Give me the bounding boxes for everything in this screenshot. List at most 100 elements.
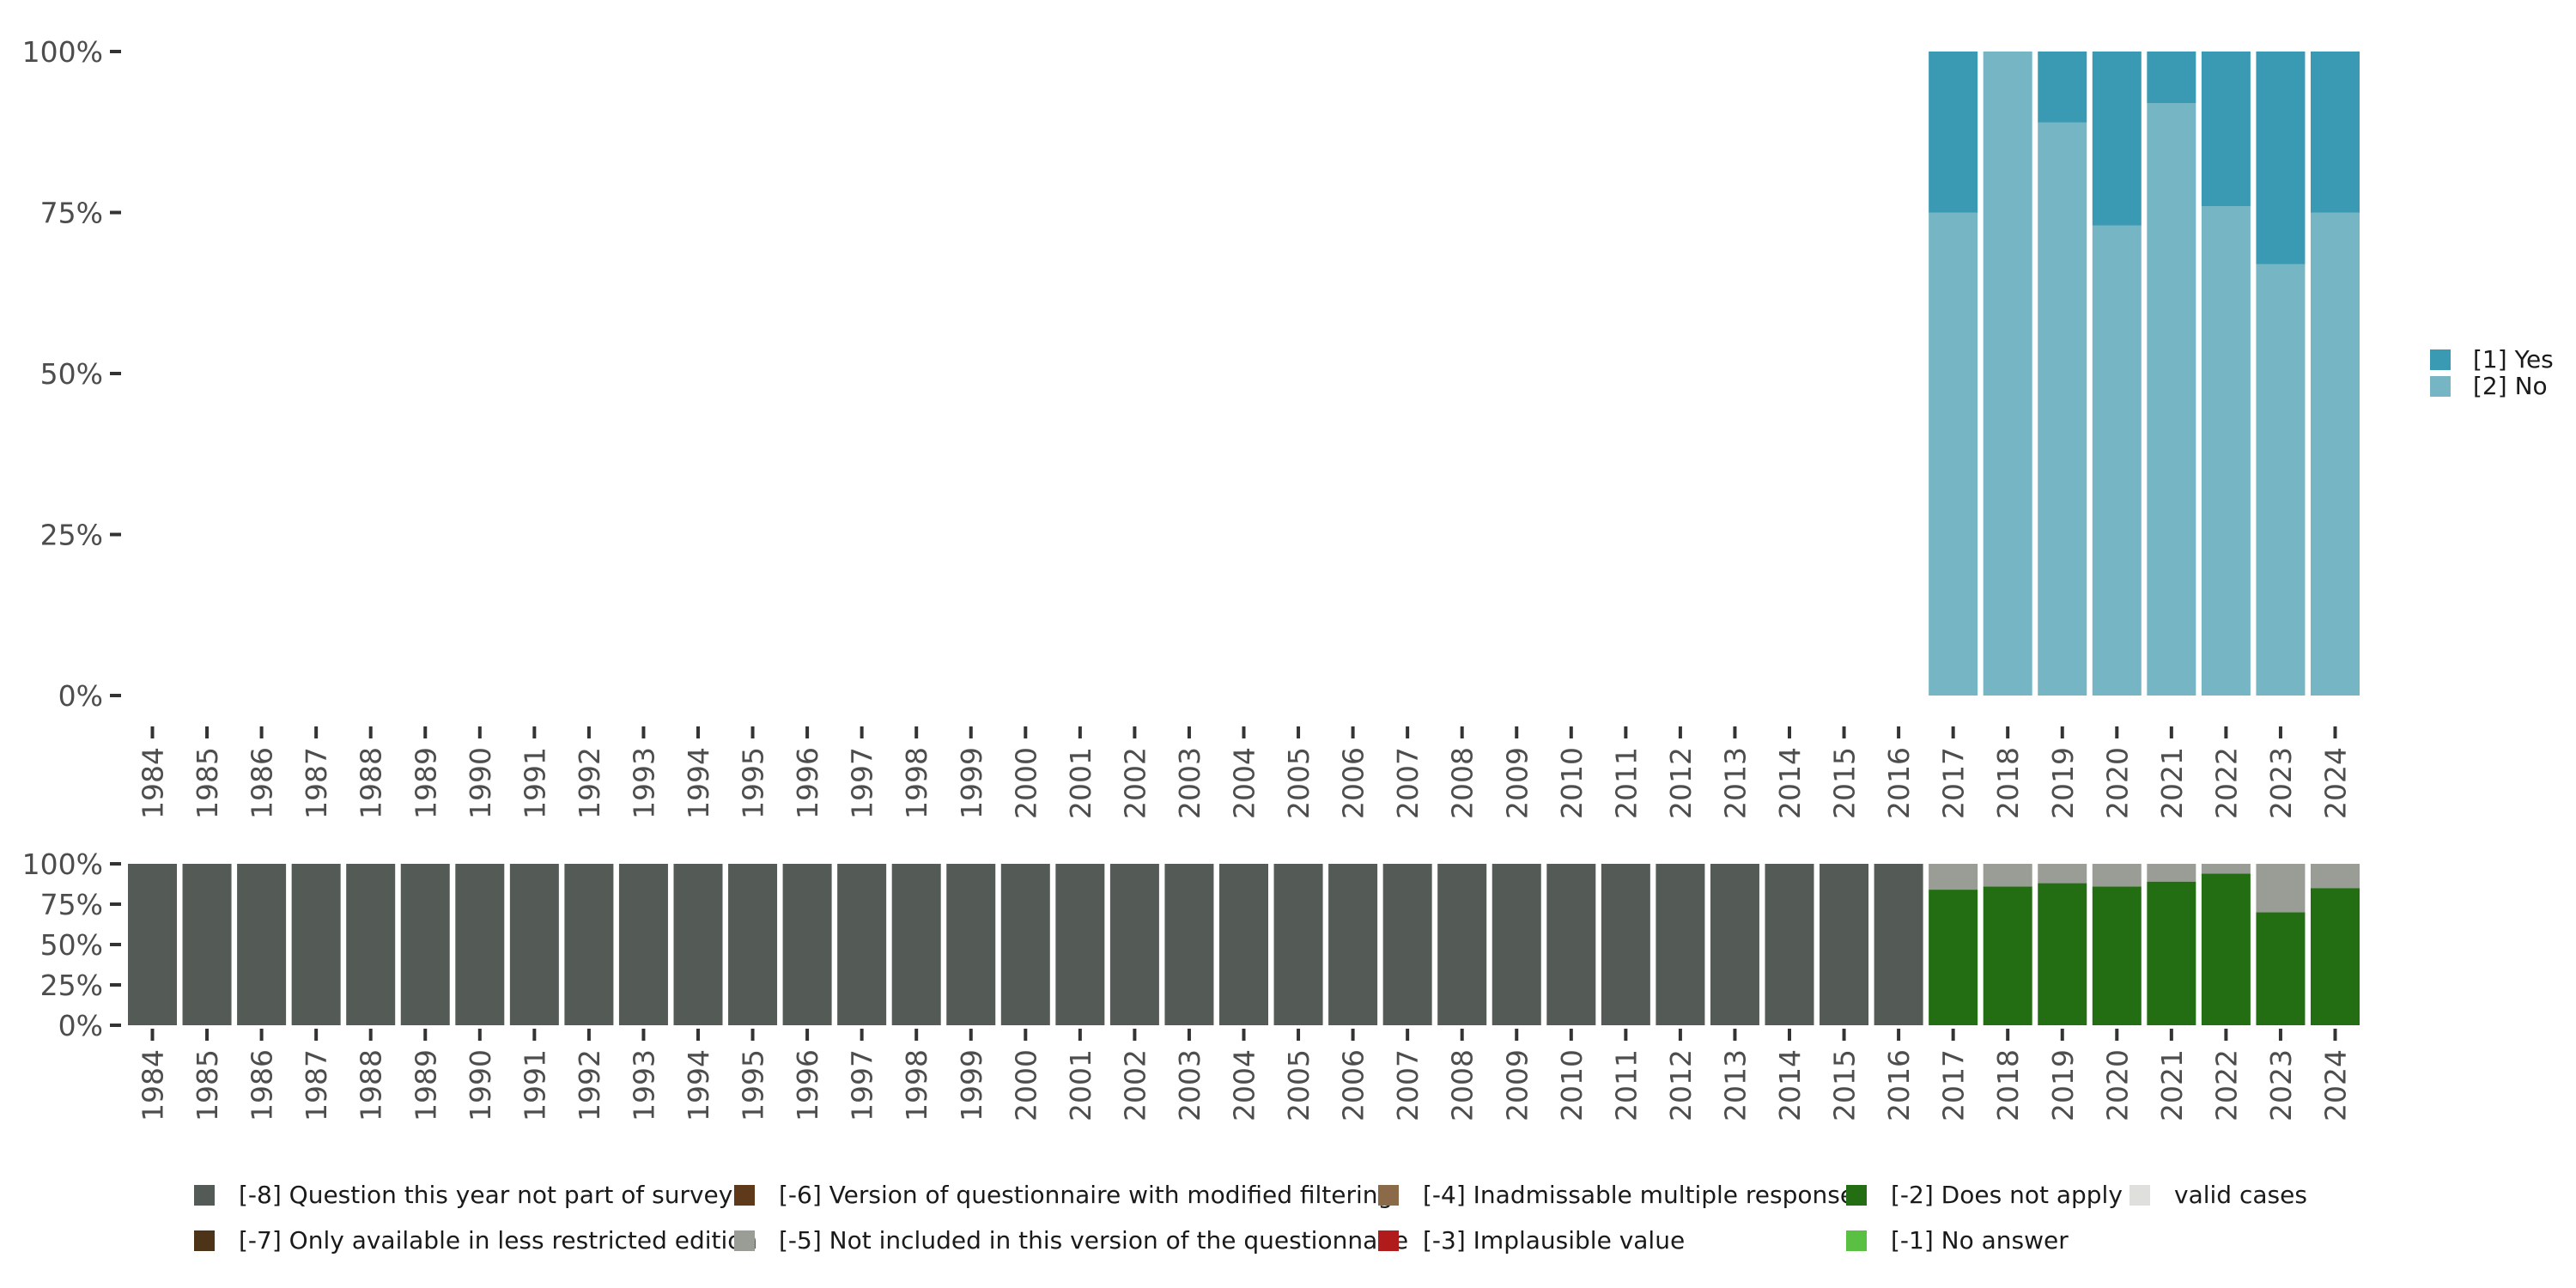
bottom-legend-key-valid-cases	[2129, 1185, 2150, 1206]
bottom-bar-2020-2-does-not-apply	[2092, 886, 2142, 1025]
top-bar-2024-2-no	[2311, 212, 2360, 696]
bottom-x-tick-label: 1992	[573, 1049, 606, 1121]
top-chart-panel: 0% 25% 50% 75% 100% 1984 1985 1986 1987 1988 1989 1…	[22, 35, 2360, 819]
bottom-bar-2003-8-question-this-year-not-part-of-survey	[1164, 864, 1214, 1025]
bottom-bar-1995-8-question-this-year-not-part-of-survey	[728, 864, 778, 1025]
top-x-tick-label: 1984	[137, 747, 170, 819]
bottom-legend-key-3-implausible-value	[1378, 1230, 1399, 1251]
top-y-tick-label: 75%	[40, 197, 103, 230]
bottom-bar-2015-8-question-this-year-not-part-of-survey	[1820, 864, 1869, 1025]
bottom-legend-label-1-no-answer: [-1] No answer	[1891, 1226, 2069, 1255]
bottom-x-tick-label: 2023	[2264, 1049, 2298, 1121]
bottom-bar-2005-8-question-this-year-not-part-of-survey	[1273, 864, 1323, 1025]
top-bar-2022-1-yes	[2201, 52, 2251, 206]
bottom-bar-1998-8-question-this-year-not-part-of-survey	[891, 864, 941, 1025]
bottom-legend-label-7-only-available-in-less-restricted-edition: [-7] Only available in less restricted e…	[239, 1226, 757, 1255]
bottom-bar-2022-2-does-not-apply	[2201, 873, 2251, 1025]
bottom-legend-label-valid-cases: valid cases	[2174, 1181, 2307, 1209]
top-x-tick-label: 2009	[1500, 747, 1534, 819]
top-x-tick-label: 2004	[1228, 747, 1261, 819]
bottom-x-tick-label: 1993	[627, 1049, 660, 1121]
bottom-x-tick-label: 1989	[409, 1049, 442, 1121]
top-x-tick-label: 2016	[1882, 747, 1916, 819]
bottom-x-tick-label: 2003	[1173, 1049, 1206, 1121]
bottom-x-tick-label: 2004	[1228, 1049, 1261, 1121]
top-x-tick-label: 2011	[1609, 747, 1643, 819]
top-x-tick-label: 2018	[1991, 747, 2025, 819]
bottom-x-tick-label: 2024	[2319, 1049, 2353, 1121]
bottom-bar-1994-8-question-this-year-not-part-of-survey	[673, 864, 723, 1025]
bottom-x-tick-label: 1999	[955, 1049, 988, 1121]
bottom-bar-2020-5-not-included-in-this-version-of-the-questionnaire	[2092, 864, 2142, 887]
top-x-tick-label: 2001	[1064, 747, 1097, 819]
top-x-tick-label: 1997	[846, 747, 879, 819]
top-x-tick-label: 2023	[2264, 747, 2298, 819]
top-x-tick-label: 1987	[300, 747, 333, 819]
top-x-tick-label: 2024	[2319, 747, 2353, 819]
top-x-tick-label: 2007	[1391, 747, 1425, 819]
top-x-tick-label: 1992	[573, 747, 606, 819]
bottom-bar-2018-2-does-not-apply	[1983, 886, 2032, 1025]
bottom-bar-1987-8-question-this-year-not-part-of-survey	[291, 864, 341, 1025]
top-x-tick-label: 1985	[191, 747, 224, 819]
top-legend-key-2-no	[2430, 376, 2451, 397]
top-bar-2024-1-yes	[2311, 52, 2360, 213]
bottom-x-tick-label: 1990	[464, 1049, 497, 1121]
bottom-x-tick-label: 1984	[137, 1049, 170, 1121]
bottom-bar-1985-8-question-this-year-not-part-of-survey	[182, 864, 232, 1025]
bottom-legend-label-2-does-not-apply: [-2] Does not apply	[1891, 1181, 2123, 1209]
bottom-legend-label-6-version-of-questionnaire-with-modified-filtering: [-6] Version of questionnaire with modif…	[779, 1181, 1393, 1209]
top-x-tick-label: 2017	[1937, 747, 1971, 819]
bottom-bar-2017-5-not-included-in-this-version-of-the-questionnaire	[1929, 864, 1978, 890]
bottom-bar-2018-5-not-included-in-this-version-of-the-questionnaire	[1983, 864, 2032, 887]
top-bar-2020-1-yes	[2092, 52, 2142, 226]
bottom-bar-2008-8-question-this-year-not-part-of-survey	[1437, 864, 1487, 1025]
bottom-x-tick-label: 1995	[737, 1049, 770, 1121]
bottom-legend-key-4-inadmissable-multiple-response	[1378, 1185, 1399, 1206]
top-bar-2019-1-yes	[2038, 52, 2087, 123]
bottom-x-tick-label: 1991	[518, 1049, 551, 1121]
top-chart-legend: [1] Yes[2] No	[2430, 345, 2554, 400]
top-x-tick-label: 2002	[1118, 747, 1151, 819]
top-x-tick-label: 2013	[1718, 747, 1752, 819]
top-bar-2023-1-yes	[2256, 52, 2306, 264]
top-y-tick-label: 100%	[22, 35, 103, 69]
bottom-legend-key-2-does-not-apply	[1846, 1185, 1867, 1206]
top-y-tick-label: 50%	[40, 357, 103, 391]
top-legend-label-1-yes: [1] Yes	[2473, 345, 2554, 374]
bottom-bar-2009-8-question-this-year-not-part-of-survey	[1492, 864, 1541, 1025]
bottom-bar-1986-8-question-this-year-not-part-of-survey	[237, 864, 287, 1025]
bottom-legend-label-8-question-this-year-not-part-of-survey: [-8] Question this year not part of surv…	[239, 1181, 732, 1209]
top-legend-key-1-yes	[2430, 349, 2451, 370]
bottom-x-tick-label: 2007	[1391, 1049, 1425, 1121]
bottom-x-tick-label: 2020	[2100, 1049, 2134, 1121]
bottom-bar-2000-8-question-this-year-not-part-of-survey	[1000, 864, 1050, 1025]
bottom-bar-2011-8-question-this-year-not-part-of-survey	[1601, 864, 1650, 1025]
bottom-x-tick-label: 1997	[846, 1049, 879, 1121]
bottom-x-tick-label: 2002	[1118, 1049, 1151, 1121]
top-x-tick-label: 2021	[2155, 747, 2189, 819]
top-y-tick-label: 25%	[40, 519, 103, 552]
top-bar-2018-2-no	[1983, 52, 2032, 696]
bottom-legend-label-5-not-included-in-this-version-of-the-questionnaire: [-5] Not included in this version of the…	[779, 1226, 1408, 1255]
bottom-bar-2010-8-question-this-year-not-part-of-survey	[1546, 864, 1596, 1025]
bottom-bar-2014-8-question-this-year-not-part-of-survey	[1765, 864, 1814, 1025]
bottom-legend-key-8-question-this-year-not-part-of-survey	[194, 1185, 215, 1206]
top-y-tick-label: 0%	[58, 679, 103, 713]
bottom-legend-key-6-version-of-questionnaire-with-modified-filtering	[734, 1185, 755, 1206]
top-bar-2023-2-no	[2256, 264, 2306, 696]
bottom-y-tick-label: 75%	[40, 888, 103, 921]
bottom-x-tick-label: 2019	[2046, 1049, 2080, 1121]
bottom-x-tick-label: 2000	[1009, 1049, 1042, 1121]
bottom-bar-2023-5-not-included-in-this-version-of-the-questionnaire	[2256, 864, 2306, 913]
top-x-tick-label: 1990	[464, 747, 497, 819]
top-legend-label-2-no: [2] No	[2473, 372, 2548, 400]
bottom-bar-1990-8-question-this-year-not-part-of-survey	[455, 864, 505, 1025]
top-x-tick-label: 1995	[737, 747, 770, 819]
bottom-bar-2017-2-does-not-apply	[1929, 890, 1978, 1025]
bottom-bar-2023-2-does-not-apply	[2256, 912, 2306, 1025]
top-x-tick-label: 1996	[791, 747, 824, 819]
top-x-tick-label: 2019	[2046, 747, 2080, 819]
bottom-legend-label-3-implausible-value: [-3] Implausible value	[1423, 1226, 1685, 1255]
